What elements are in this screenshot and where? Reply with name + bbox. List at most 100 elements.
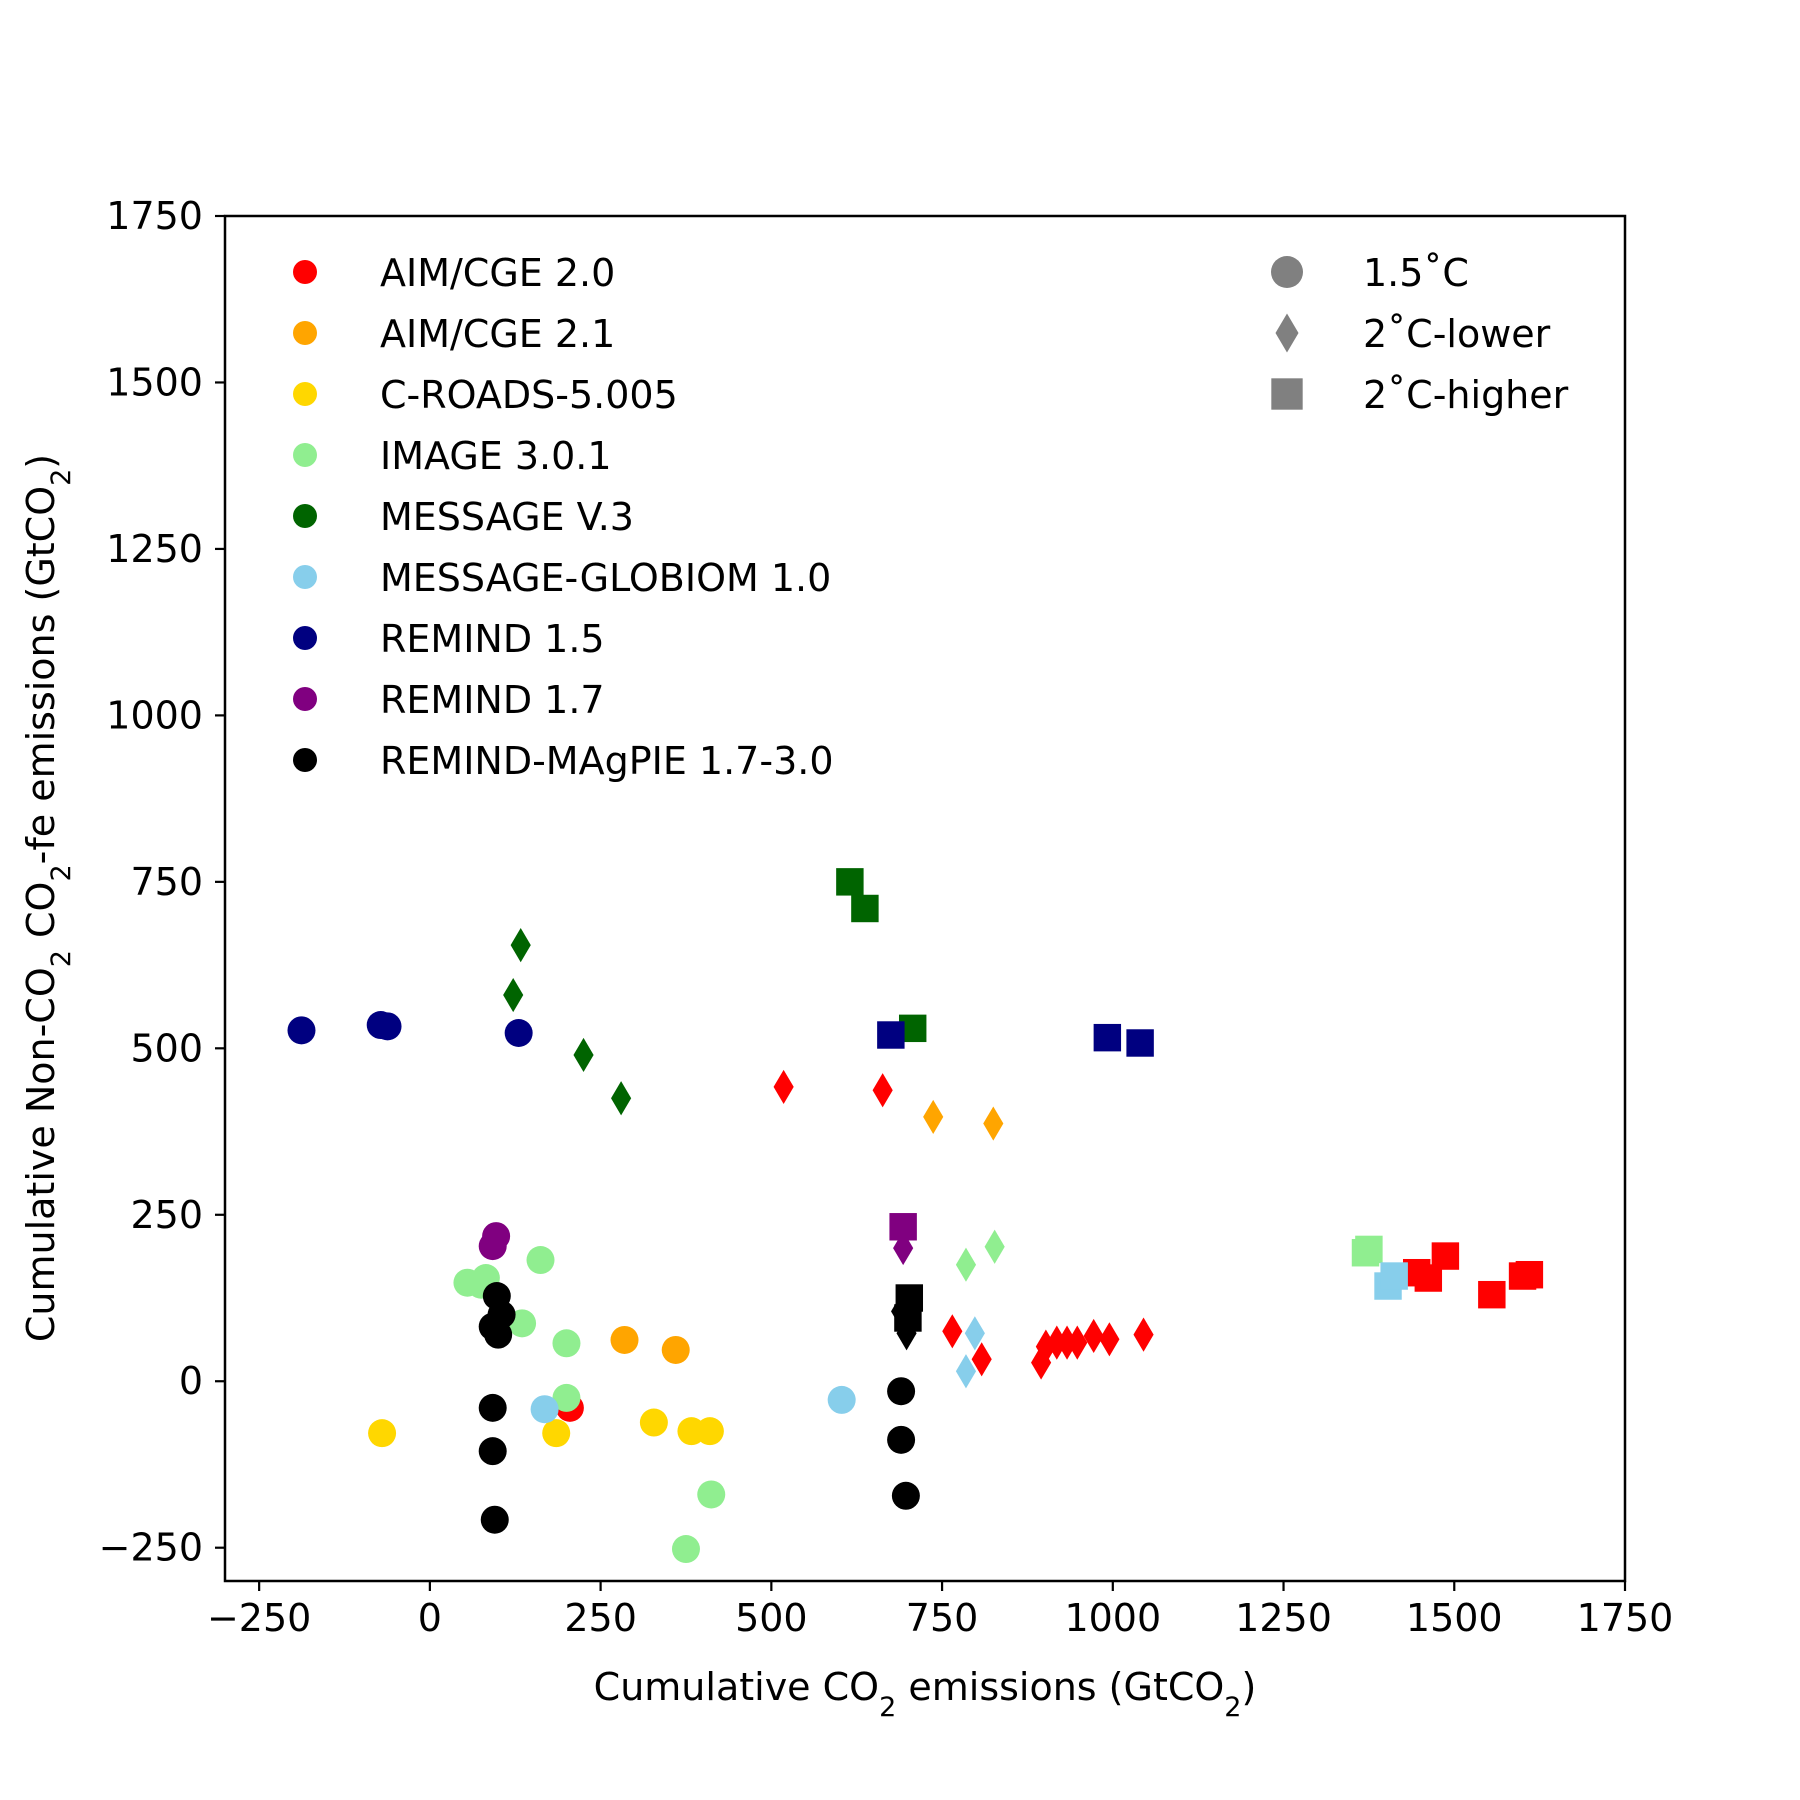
data-point <box>836 868 864 896</box>
series-c-roads-5-005 <box>368 1408 724 1448</box>
data-point <box>1478 1280 1506 1309</box>
data-point <box>503 977 524 1013</box>
data-point <box>1133 1317 1154 1352</box>
y-tick-label: 1750 <box>106 194 203 238</box>
legend-label: AIM/CGE 2.0 <box>380 251 615 295</box>
x-tick-label: 750 <box>906 1596 979 1640</box>
x-tick-label: 0 <box>418 1596 442 1640</box>
x-axis-label: Cumulative CO2 emissions (GtCO2) <box>594 1665 1257 1723</box>
y-tick-label: 750 <box>130 860 203 904</box>
legend-label: MESSAGE-GLOBIOM 1.0 <box>380 556 831 600</box>
plot-frame <box>223 214 1627 1583</box>
legend-marker <box>293 382 317 406</box>
data-point <box>504 1019 533 1048</box>
data-point <box>1355 1235 1383 1264</box>
x-tick-label: −250 <box>207 1596 311 1640</box>
series-aim-cge-2-0 <box>555 1069 1544 1422</box>
data-point <box>661 1335 690 1364</box>
x-tick-label: 1250 <box>1235 1596 1332 1640</box>
x-tick-label: 1500 <box>1406 1596 1503 1640</box>
data-point <box>482 1222 511 1251</box>
series-remind-1-7 <box>478 1213 917 1266</box>
data-point <box>923 1099 944 1134</box>
data-point <box>480 1505 509 1534</box>
data-points <box>287 868 1544 1564</box>
data-point <box>895 1284 924 1312</box>
data-point <box>971 1342 992 1377</box>
data-point <box>287 1016 316 1045</box>
data-point <box>573 1037 594 1073</box>
series-message-v-3 <box>503 868 927 1116</box>
data-point <box>984 1229 1005 1264</box>
data-point <box>478 1393 507 1422</box>
data-point <box>887 1425 916 1454</box>
legend-models: AIM/CGE 2.0 AIM/CGE 2.1 C-ROADS-5.005 IMAGE… <box>293 251 834 783</box>
data-point <box>373 1012 402 1041</box>
data-point <box>955 1354 977 1389</box>
data-point <box>639 1408 668 1437</box>
x-tick-label: 1750 <box>1577 1596 1674 1640</box>
data-point <box>827 1385 856 1414</box>
legend-label: IMAGE 3.0.1 <box>380 434 612 478</box>
data-point <box>887 1377 916 1406</box>
y-tick-label: 500 <box>130 1026 203 1070</box>
data-point <box>552 1329 581 1358</box>
legend-label: REMIND 1.7 <box>380 678 605 722</box>
legend-marker <box>293 565 317 589</box>
data-point <box>478 1437 507 1466</box>
data-point <box>942 1314 963 1349</box>
y-tick-label: −250 <box>99 1526 203 1570</box>
legend-marker <box>293 260 317 284</box>
legend-label: MESSAGE V.3 <box>380 495 634 539</box>
data-point <box>552 1383 581 1412</box>
series-image-3-0-1 <box>453 1229 1383 1564</box>
legend-marker <box>1275 313 1299 353</box>
legend-marker <box>1271 378 1303 410</box>
y-tick-label: 250 <box>130 1193 203 1237</box>
legend: AIM/CGE 2.0 AIM/CGE 2.1 C-ROADS-5.005 IMAGE… <box>293 251 1569 783</box>
data-point <box>1046 1325 1067 1360</box>
data-point <box>891 1481 920 1510</box>
y-tick-label: 1500 <box>106 360 203 404</box>
legend-label: C-ROADS-5.005 <box>380 373 678 417</box>
data-point <box>1067 1325 1088 1360</box>
data-point <box>368 1419 397 1448</box>
series-message-globiom-1-0 <box>530 1262 1408 1424</box>
y-tick-label: 1000 <box>106 693 203 737</box>
legend-label: 2˚C-lower <box>1363 312 1551 356</box>
data-point <box>1126 1029 1154 1057</box>
data-point <box>1099 1322 1120 1357</box>
data-point <box>877 1021 905 1049</box>
data-point <box>983 1106 1004 1141</box>
data-point <box>610 1325 639 1354</box>
data-point <box>530 1395 559 1424</box>
series-remind-1-5 <box>287 1011 1154 1057</box>
x-tick-label: 250 <box>564 1596 637 1640</box>
legend-marker <box>293 687 317 711</box>
data-point <box>851 894 879 923</box>
data-point <box>955 1247 977 1282</box>
legend-label: REMIND-MAgPIE 1.7-3.0 <box>380 739 834 783</box>
legend-marker <box>293 443 317 467</box>
legend-marker <box>293 626 317 650</box>
legend-label: 2˚C-higher <box>1363 373 1569 417</box>
legend-marker <box>293 321 317 345</box>
data-point <box>1056 1325 1078 1360</box>
data-point <box>695 1417 724 1446</box>
legend-marker <box>293 504 317 528</box>
series-remind-magpie-1-7-3-0 <box>478 1282 924 1534</box>
data-point <box>773 1069 794 1105</box>
legend-label: 1.5˚C <box>1363 251 1469 295</box>
legend-categories: 1.5˚C 2˚C-lower 2˚C-higher <box>1271 251 1569 417</box>
data-point <box>964 1316 985 1351</box>
y-tick-label: 0 <box>179 1359 203 1403</box>
data-point <box>1431 1242 1460 1270</box>
data-point <box>1515 1260 1544 1289</box>
legend-label: REMIND 1.5 <box>380 617 605 661</box>
x-tick-label: 500 <box>735 1596 808 1640</box>
data-point <box>671 1535 700 1564</box>
x-tick-label: 1000 <box>1064 1596 1161 1640</box>
data-point <box>542 1419 571 1448</box>
data-point <box>1380 1262 1408 1290</box>
